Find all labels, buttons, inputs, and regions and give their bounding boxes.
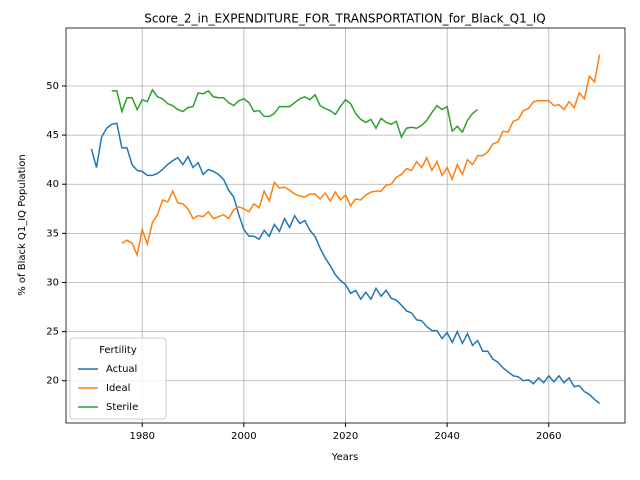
y-tick-label: 50 [46,81,59,92]
y-tick-label: 20 [46,376,59,387]
y-tick-label: 45 [46,130,59,141]
legend-title: Fertility [99,345,137,356]
y-tick-label: 40 [46,179,59,190]
x-tick-label: 2060 [536,431,561,442]
chart-title: Score_2_in_EXPENDITURE_FOR_TRANSPORTATIO… [144,12,545,26]
legend-label: Actual [106,364,137,375]
legend-label: Sterile [106,402,138,413]
x-tick-label: 2000 [231,431,256,442]
legend-label: Ideal [106,383,130,394]
x-axis-label: Years [331,452,358,463]
y-tick-label: 30 [46,277,59,288]
line [121,54,601,258]
x-tick-label: 2040 [434,431,459,442]
y-tick-label: 35 [46,228,59,239]
line [90,122,601,404]
legend [69,337,167,420]
line [111,88,479,139]
x-tick-label: 1980 [130,431,155,442]
y-axis-label: % of Black Q1_IQ Population [17,154,28,296]
y-tick-label: 25 [46,327,59,338]
plot-frame [65,27,626,424]
x-tick-label: 2020 [333,431,358,442]
